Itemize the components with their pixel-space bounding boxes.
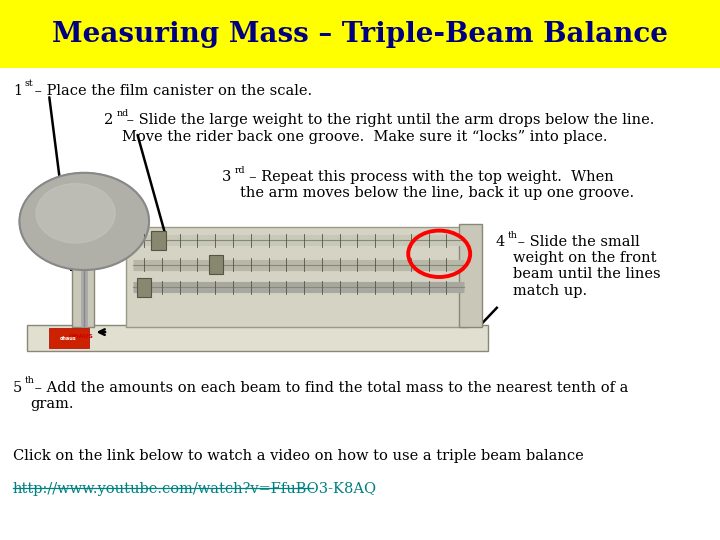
FancyBboxPatch shape bbox=[209, 255, 223, 274]
Circle shape bbox=[19, 173, 149, 270]
Text: Measuring Mass – Triple-Beam Balance: Measuring Mass – Triple-Beam Balance bbox=[52, 21, 668, 48]
Text: nd: nd bbox=[117, 109, 129, 118]
FancyBboxPatch shape bbox=[27, 325, 488, 351]
Text: – Add the amounts on each beam to find the total mass to the nearest tenth of a
: – Add the amounts on each beam to find t… bbox=[30, 381, 629, 411]
Text: 4: 4 bbox=[495, 235, 505, 249]
FancyBboxPatch shape bbox=[0, 0, 720, 68]
Text: 5: 5 bbox=[13, 381, 22, 395]
Text: 3: 3 bbox=[222, 170, 231, 184]
FancyBboxPatch shape bbox=[72, 256, 94, 327]
Text: OHAUS: OHAUS bbox=[68, 334, 94, 339]
FancyBboxPatch shape bbox=[137, 278, 151, 297]
Text: th: th bbox=[24, 376, 35, 386]
Text: st: st bbox=[24, 79, 33, 89]
Text: – Slide the small
weight on the front
beam until the lines
match up.: – Slide the small weight on the front be… bbox=[513, 235, 661, 298]
Circle shape bbox=[36, 184, 115, 243]
Text: 1: 1 bbox=[13, 84, 22, 98]
Text: rd: rd bbox=[235, 166, 246, 175]
Text: 2: 2 bbox=[104, 113, 114, 127]
Text: http://www.youtube.com/watch?v=FfuBO3-K8AQ: http://www.youtube.com/watch?v=FfuBO3-K8… bbox=[13, 482, 377, 496]
Text: th: th bbox=[508, 231, 518, 240]
FancyBboxPatch shape bbox=[49, 328, 89, 348]
FancyBboxPatch shape bbox=[459, 224, 482, 327]
Text: – Repeat this process with the top weight.  When
the arm moves below the line, b: – Repeat this process with the top weigh… bbox=[240, 170, 634, 200]
FancyBboxPatch shape bbox=[126, 227, 468, 327]
Text: Click on the link below to watch a video on how to use a triple beam balance: Click on the link below to watch a video… bbox=[13, 449, 584, 463]
Text: ohaus: ohaus bbox=[60, 336, 77, 341]
Text: – Place the film canister on the scale.: – Place the film canister on the scale. bbox=[30, 84, 312, 98]
Text: – Slide the large weight to the right until the arm drops below the line.
Move t: – Slide the large weight to the right un… bbox=[122, 113, 654, 144]
FancyBboxPatch shape bbox=[151, 231, 166, 250]
